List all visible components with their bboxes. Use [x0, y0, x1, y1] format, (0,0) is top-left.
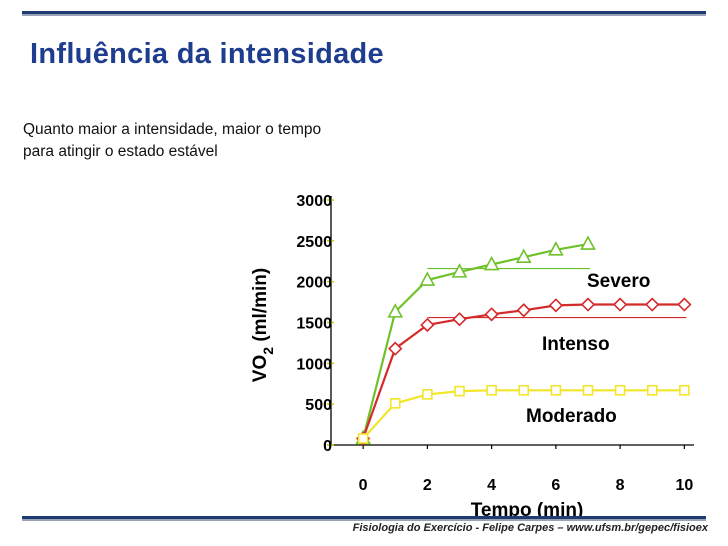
series-line: [362, 389, 685, 440]
bottom-rule-shadow: [22, 519, 706, 521]
data-point-marker: [388, 341, 403, 356]
series-label: Severo: [587, 271, 650, 292]
data-point-marker: [387, 303, 404, 318]
x-tick-label: 10: [675, 477, 693, 494]
bottom-rule: [22, 516, 706, 519]
series-markers: [355, 235, 692, 446]
data-point-marker: [422, 389, 433, 400]
y-tick-label: 3000: [296, 193, 332, 210]
data-point-marker: [389, 398, 401, 409]
chart-axes: [327, 196, 694, 449]
y-tick-label: 2500: [296, 234, 332, 251]
slide-title: Influência da intensidade: [30, 38, 384, 70]
data-point-marker: [515, 248, 532, 263]
data-point-marker: [484, 307, 499, 322]
data-point-marker: [451, 263, 468, 278]
x-tick-label: 4: [487, 477, 496, 494]
data-point-marker: [548, 298, 563, 313]
data-point-marker: [486, 384, 497, 396]
data-point-marker: [645, 297, 660, 312]
data-point-marker: [646, 384, 658, 396]
data-point-marker: [420, 317, 435, 333]
data-point-marker: [483, 255, 500, 271]
series-line: [362, 303, 685, 439]
y-tick-labels: 0 500 1000 1500 2000 2500 3000: [296, 193, 332, 455]
series-label: Moderado: [526, 406, 617, 427]
data-point-marker: [419, 271, 436, 286]
data-point-marker: [550, 384, 562, 396]
data-point-marker: [580, 297, 596, 312]
data-point-marker: [612, 297, 628, 312]
data-point-marker: [518, 384, 530, 396]
data-point-marker: [580, 235, 596, 250]
data-point-marker: [548, 241, 564, 256]
data-point-marker: [357, 433, 369, 444]
x-tick-label: 6: [551, 477, 560, 494]
data-point-marker: [452, 312, 467, 327]
top-rule: [22, 11, 706, 14]
x-axis-label: Tempo (min): [471, 500, 584, 521]
data-point-marker: [679, 384, 690, 396]
x-tick-labels: 0 2 4 6 8 10: [359, 477, 694, 494]
data-point-marker: [454, 385, 465, 397]
footer-credit: Fisiologia do Exercício - Felipe Carpes …: [352, 522, 708, 534]
y-axis-label: VO2 (ml/min): [250, 268, 276, 382]
slide-subtitle: Quanto maior a intensidade, maior o temp…: [23, 121, 322, 160]
top-rule-shadow: [22, 14, 706, 16]
x-tick-label: 8: [616, 477, 625, 494]
y-tick-label: 1500: [296, 316, 332, 333]
data-point-marker: [614, 384, 626, 396]
y-tick-label: 500: [305, 397, 332, 414]
data-point-marker: [516, 303, 531, 318]
y-tick-label: 2000: [296, 275, 332, 292]
series-label: Intenso: [542, 334, 610, 355]
x-tick-label: 2: [423, 477, 432, 494]
y-tick-label: 0: [323, 438, 332, 455]
y-tick-label: 1000: [296, 356, 332, 373]
data-point-marker: [677, 297, 692, 312]
x-tick-label: 0: [359, 477, 368, 494]
series-labels: Severo Intenso Moderado: [526, 271, 650, 427]
data-point-marker: [582, 384, 594, 396]
